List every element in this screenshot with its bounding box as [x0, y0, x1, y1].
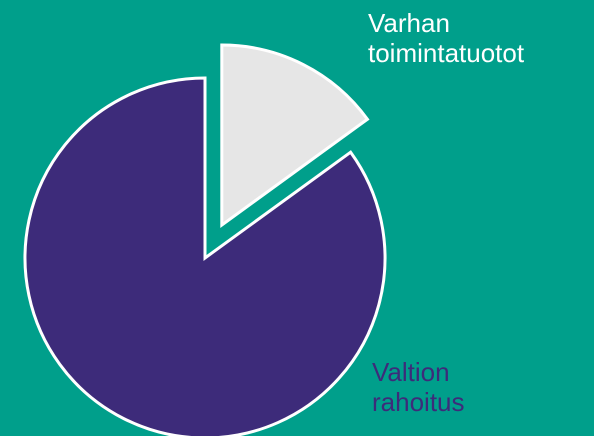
slice-label: Valtion rahoitus	[372, 357, 465, 417]
slice-label: Varhan toimintatuotot	[368, 8, 525, 68]
pie-slice	[23, 76, 387, 436]
pie-slice	[220, 43, 370, 228]
